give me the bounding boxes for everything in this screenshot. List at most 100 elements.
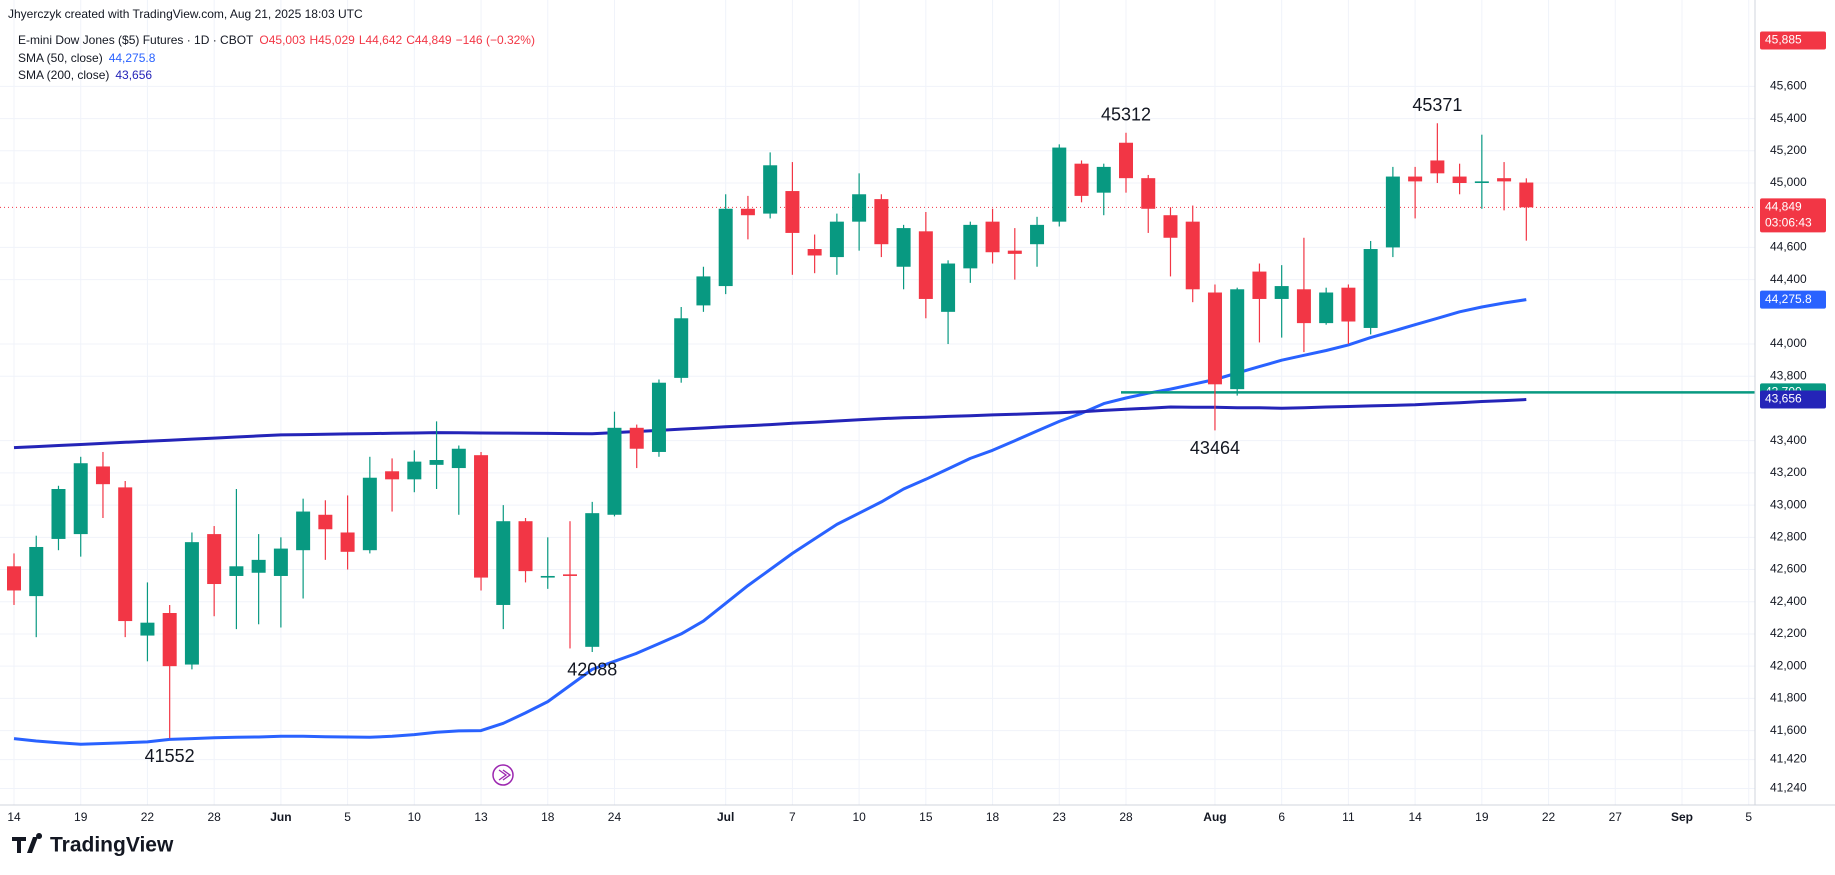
candle-body (318, 514, 333, 530)
candle-body (629, 427, 644, 449)
sma-value-label-box (1760, 290, 1826, 309)
price-annotation: 45371 (1412, 95, 1462, 115)
x-tick-label: Aug (1203, 810, 1226, 824)
candle-body (1119, 142, 1133, 179)
candle-body (852, 194, 867, 222)
x-tick-label: 24 (608, 810, 622, 824)
sma-line (13, 298, 1527, 746)
candle-body (1074, 163, 1089, 196)
candle-body (251, 559, 266, 573)
x-tick-label: 28 (207, 810, 221, 824)
candle-body (407, 461, 422, 480)
y-tick-label: 41,240 (1770, 781, 1807, 795)
x-tick-label: 13 (474, 810, 488, 824)
x-tick-label: 19 (1475, 810, 1489, 824)
x-tick-label: 18 (541, 810, 555, 824)
x-tick-label: 22 (1542, 810, 1556, 824)
candle-body (340, 532, 355, 552)
candle-body (273, 548, 288, 576)
candle-body (1519, 182, 1534, 208)
price-annotation: 45312 (1101, 105, 1151, 125)
candle-body (296, 511, 311, 551)
last-price-label: 44,849 (1765, 199, 1802, 213)
sma-value-label-box (1760, 390, 1826, 409)
attribution: Jhyerczyk created with TradingView.com, … (8, 7, 363, 21)
plot: 45312 45371 43464 42088 41552 (0, 95, 1755, 766)
candle-body (896, 228, 911, 267)
candle-body (207, 534, 222, 585)
candle-body (874, 199, 889, 245)
candle-body (1319, 292, 1334, 324)
candle-body (229, 566, 244, 576)
candle-body (918, 231, 933, 299)
candle-body (451, 448, 466, 469)
y-tick-label: 43,200 (1770, 465, 1807, 479)
sma-value-label: 44,275.8 (1765, 292, 1812, 306)
sma-legend-value: 44,275.8 (109, 51, 156, 65)
candle-body (1408, 176, 1423, 182)
sma-legend-value: 43,656 (115, 68, 152, 82)
y-tick-label: 45,200 (1770, 143, 1807, 157)
candle-body (1452, 176, 1467, 183)
candle-body (785, 191, 800, 233)
x-tick-label: 5 (344, 810, 351, 824)
candle-body (1430, 160, 1445, 174)
candle-body (496, 521, 511, 605)
x-tick-label: 14 (1408, 810, 1422, 824)
y-tick-label: 45,400 (1770, 111, 1807, 125)
candle-body (118, 487, 133, 622)
legend: O45,003 H45,029 L44,642 C44,849 −146 (−0.32%… (18, 33, 535, 82)
ohlc-value: O45,003 (259, 33, 305, 47)
grid (0, 0, 1755, 805)
price-annotation: 42088 (567, 660, 617, 680)
axes: 41,240 41,420 41,600 41,800 42,000 42,200 42,4… (7, 31, 1826, 824)
replay-icon[interactable] (492, 764, 514, 786)
x-tick-label: 10 (852, 810, 866, 824)
y-tick-label: 43,400 (1770, 433, 1807, 447)
candle-body (95, 466, 110, 485)
candle-body (140, 622, 155, 636)
candle-body (1030, 224, 1045, 245)
y-tick-label: 42,400 (1770, 594, 1807, 608)
candle-body (1207, 292, 1222, 385)
ohlc-value: −146 (−0.32%) (456, 33, 535, 47)
candle-body (362, 477, 377, 551)
x-tick-label: 27 (1609, 810, 1623, 824)
candle-body (540, 575, 555, 578)
candle-body (1385, 176, 1400, 248)
candle-body (740, 208, 755, 216)
candle-body (1230, 289, 1245, 390)
y-tick-label: 42,200 (1770, 626, 1807, 640)
x-tick-label: 6 (1278, 810, 1285, 824)
y-tick-label: 41,800 (1770, 691, 1807, 705)
candle-body (1252, 271, 1267, 299)
y-tick-label: 43,000 (1770, 497, 1807, 511)
y-tick-label: 45,000 (1770, 175, 1807, 189)
y-tick-label: 44,600 (1770, 240, 1807, 254)
candle-body (1163, 215, 1178, 238)
candle-body (1341, 287, 1356, 322)
brand-logo (12, 833, 43, 853)
ohlc-value: L44,642 (359, 33, 403, 47)
sma-value-label: 43,656 (1765, 392, 1802, 406)
candle-body (7, 566, 21, 591)
candle-body (429, 460, 444, 465)
x-tick-label: Sep (1671, 810, 1693, 824)
price-annotation: 41552 (145, 746, 195, 766)
candle-body (941, 263, 956, 312)
candle-body (829, 221, 844, 258)
y-tick-label: 42,000 (1770, 658, 1807, 672)
y-tick-label: 44,400 (1770, 272, 1807, 286)
candle-body (651, 382, 666, 452)
ohlc-value: C44,849 (406, 33, 452, 47)
candle-body (1363, 249, 1378, 328)
x-tick-label: 11 (1342, 810, 1355, 824)
x-tick-label: 23 (1053, 810, 1067, 824)
candle-body (607, 427, 622, 515)
candle-body (718, 208, 733, 287)
x-tick-label: 18 (986, 810, 1000, 824)
candle-body (674, 318, 689, 378)
